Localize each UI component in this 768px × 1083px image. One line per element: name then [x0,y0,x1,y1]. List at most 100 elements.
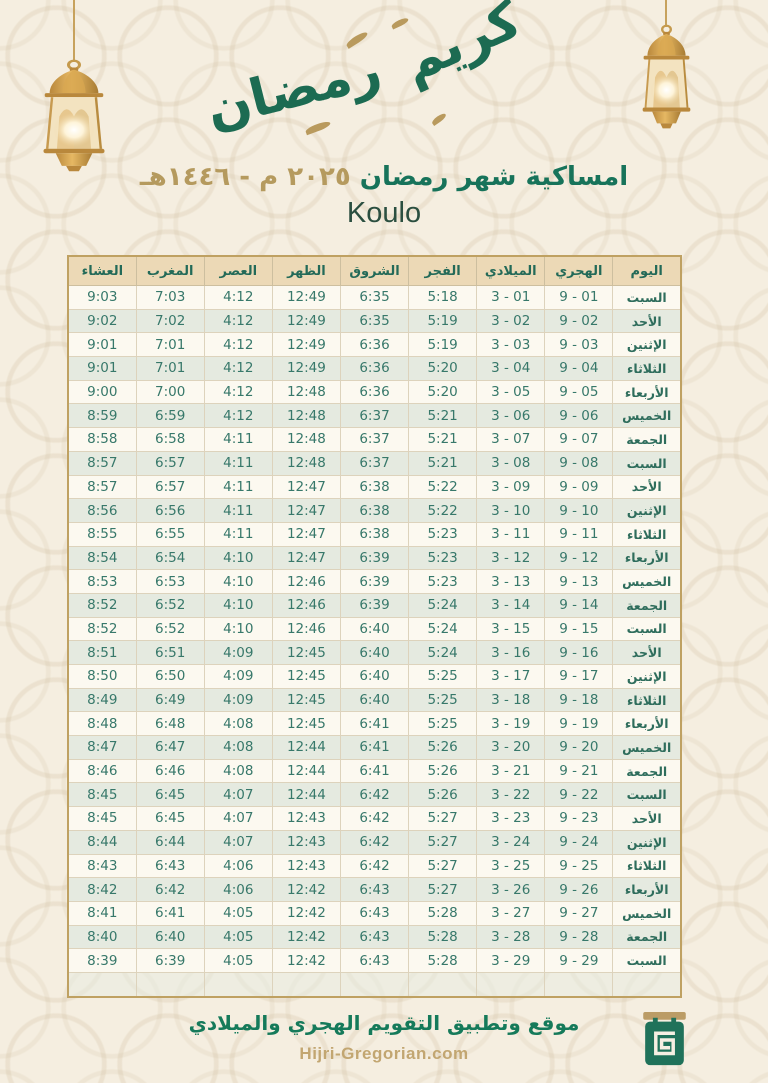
cell-hijri: 9 - 27 [544,900,614,926]
cell-isha: 8:47 [67,735,137,760]
cell-day: الجمعة [612,924,682,950]
cell-maghrib: 7:01 [135,356,205,381]
cell-maghrib: 6:45 [135,806,205,831]
table-row: الجمعة 9 - 14 3 - 14 5:24 6:39 12:46 4:10 6:52 8… [67,592,682,618]
cell-maghrib: 6:42 [135,877,205,902]
cell-hijri: 9 - 29 [544,948,614,973]
cell-gregorian: 3 - 16 [476,640,546,665]
cell-maghrib: 6:56 [135,498,205,523]
cell-maghrib: 6:45 [135,782,205,808]
table-row: الأربعاء 9 - 05 3 - 05 5:20 6:36 12:48 4:12 7:0… [67,379,682,405]
gold-accent-stroke [390,16,410,30]
cell-isha: 9:01 [67,332,137,358]
cell-day: الإثنين [612,332,682,358]
cell-gregorian: 3 - 03 [476,332,546,358]
cell-sunrise: 6:40 [339,616,410,642]
cell-isha: 8:58 [67,427,137,452]
empty-row [67,971,682,998]
cell-sunrise: 6:43 [339,948,410,973]
cell-gregorian: 3 - 09 [476,474,546,500]
cell-sunrise: 6:41 [339,711,410,737]
cell-maghrib: 6:52 [135,592,205,618]
title-year-hijri: ١٤٤٦هـ [139,162,231,192]
cell-fajr: 5:28 [408,948,478,973]
prayer-times-table: اليوم الهجري الميلادي الفجر الشروق الظهر العصر… [67,255,682,998]
cell-gregorian: 3 - 24 [476,829,546,855]
table-row: الجمعة 9 - 07 3 - 07 5:21 6:37 12:48 4:11 6:58 8… [67,427,682,452]
cell-maghrib: 6:51 [135,640,205,665]
cell-fajr: 5:24 [408,616,478,642]
cell-day: الثلاثاء [612,356,682,381]
title-text: امساكية شهر رمضان [359,162,629,192]
cell-gregorian: 3 - 08 [476,450,546,476]
cell-sunrise: 6:41 [339,735,410,760]
cell-sunrise: 6:40 [339,664,410,689]
cell-gregorian: 3 - 29 [476,948,546,973]
cell-dhuhr: 12:43 [271,806,341,831]
cell-day: الأربعاء [612,379,682,405]
cell-isha: 8:52 [67,592,137,618]
cell-asr: 4:12 [203,285,273,310]
cell-sunrise: 6:42 [339,782,410,808]
cell-dhuhr: 12:45 [271,664,341,689]
cell-fajr: 5:24 [408,640,478,665]
cell-dhuhr: 12:48 [271,427,341,452]
cell-isha: 8:40 [67,924,137,950]
cell-fajr: 5:25 [408,687,478,713]
cell-asr: 4:07 [203,829,273,855]
cell-dhuhr: 12:45 [271,640,341,665]
table-row: الإثنين 9 - 10 3 - 10 5:22 6:38 12:47 4:11 6:56… [67,498,682,523]
cell-hijri: 9 - 15 [544,616,614,642]
column-header-fajr: الفجر [408,255,478,286]
cell-hijri: 9 - 06 [544,403,614,429]
cell-maghrib: 6:58 [135,427,205,452]
cell-day: الثلاثاء [612,853,682,879]
cell-day: الأحد [612,806,682,831]
cell-isha: 8:44 [67,829,137,855]
cell-dhuhr: 12:44 [271,782,341,808]
table-row: الجمعة 9 - 21 3 - 21 5:26 6:41 12:44 4:08 6:46 8… [67,758,682,784]
cell-hijri: 9 - 05 [544,379,614,405]
cell-isha: 8:59 [67,403,137,429]
cell-maghrib: 7:01 [135,332,205,358]
cell-fajr: 5:21 [408,403,478,429]
table-row: الإثنين 9 - 17 3 - 17 5:25 6:40 12:45 4:09 6:50… [67,664,682,689]
cell-hijri: 9 - 12 [544,545,614,571]
cell-hijri: 9 - 25 [544,853,614,879]
cell-isha: 8:45 [67,782,137,808]
cell-gregorian: 3 - 01 [476,285,546,310]
cell-asr: 4:11 [203,498,273,523]
cell-fajr: 5:20 [408,356,478,381]
cell-dhuhr: 12:49 [271,308,341,334]
cell-hijri: 9 - 01 [544,285,614,310]
title-year-gregorian: ٢٠٢٥ م [259,162,351,192]
cell-isha: 8:51 [67,640,137,665]
cell-day: السبت [612,616,682,642]
cell-sunrise: 6:43 [339,877,410,902]
cell-gregorian: 3 - 02 [476,308,546,334]
cell-maghrib: 6:40 [135,924,205,950]
cell-hijri: 9 - 24 [544,829,614,855]
cell-day: الجمعة [612,758,682,784]
cell-isha: 8:56 [67,498,137,523]
cell-isha: 8:50 [67,664,137,689]
gold-accent-stroke [430,111,448,127]
cell-fajr: 5:23 [408,569,478,594]
cell-asr: 4:06 [203,877,273,902]
cell-day: الخميس [612,900,682,926]
cell-maghrib: 6:43 [135,853,205,879]
column-header-isha: العشاء [67,255,137,286]
cell-gregorian: 3 - 22 [476,782,546,808]
cell-asr: 4:11 [203,450,273,476]
cell-isha: 8:45 [67,806,137,831]
cell-hijri: 9 - 07 [544,427,614,452]
cell-asr: 4:05 [203,900,273,926]
column-header-day: اليوم [612,255,682,286]
cell-hijri: 9 - 14 [544,592,614,618]
table-row: الجمعة 9 - 28 3 - 28 5:28 6:43 12:42 4:05 6:40 8… [67,924,682,950]
cell-dhuhr: 12:47 [271,545,341,571]
cell-maghrib: 6:53 [135,569,205,594]
cell-sunrise: 6:39 [339,592,410,618]
cell-asr: 4:11 [203,474,273,500]
cell-maghrib: 6:54 [135,545,205,571]
